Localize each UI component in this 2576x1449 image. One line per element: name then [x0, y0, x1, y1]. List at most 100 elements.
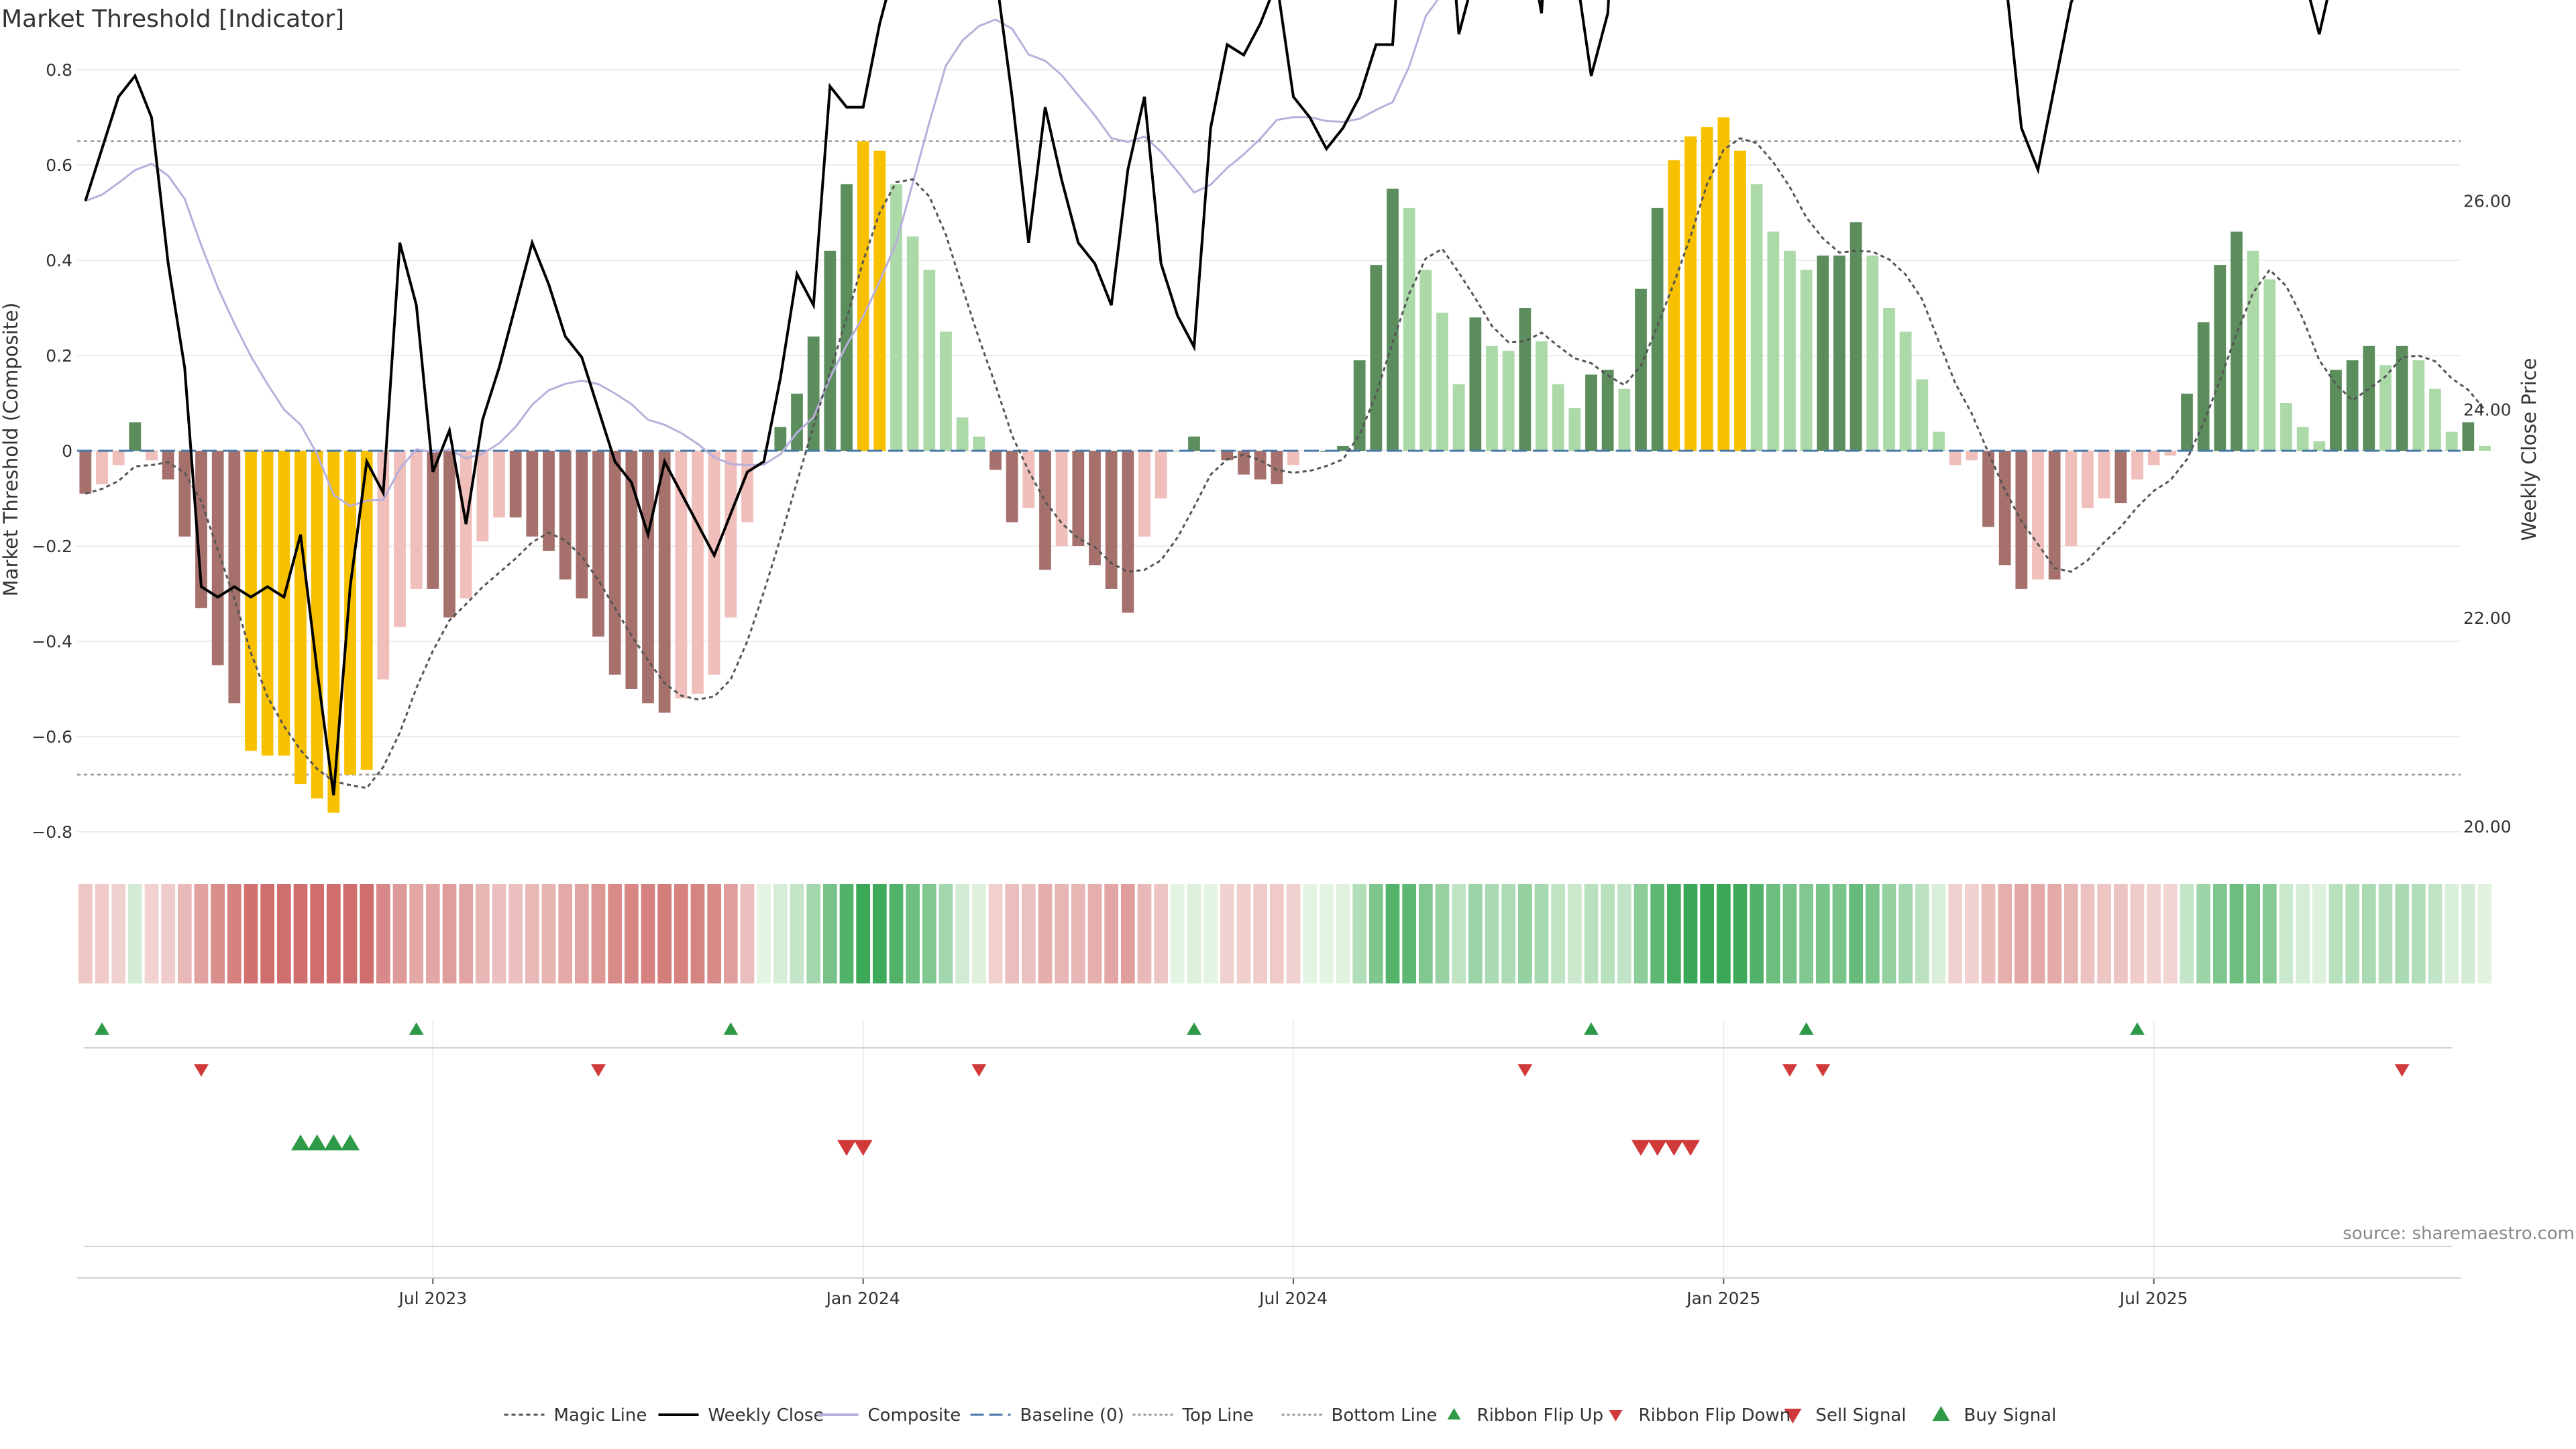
- left-tick-label: −0.6: [32, 727, 72, 747]
- composite-bar: [608, 451, 621, 675]
- sell-signal-marker: [1648, 1140, 1667, 1156]
- composite-bar: [1767, 231, 1780, 451]
- ribbon-cell: [740, 884, 755, 983]
- ribbon-cell: [2461, 884, 2475, 983]
- ribbon-cell: [872, 884, 887, 983]
- left-tick-label: 0.4: [46, 251, 72, 270]
- composite-bar: [1800, 270, 1813, 451]
- ribbon-cell: [641, 884, 655, 983]
- x-tick-label: Jan 2024: [825, 1289, 900, 1308]
- ribbon-cell: [1452, 884, 1466, 983]
- composite-bar: [1568, 408, 1581, 451]
- ribbon-cell: [1799, 884, 1814, 983]
- composite-bar: [1717, 117, 1730, 451]
- ribbon-cell: [459, 884, 474, 983]
- ribbon-cell: [310, 884, 325, 983]
- composite-line: [85, 0, 1439, 507]
- ribbon-flip-up-marker: [1799, 1022, 1814, 1035]
- ribbon-cell: [1782, 884, 1797, 983]
- composite-bar: [973, 436, 985, 451]
- ribbon-cell: [574, 884, 589, 983]
- right-tick-label: 22.00: [2463, 608, 2512, 628]
- ribbon-cell: [707, 884, 722, 983]
- sell-signal-marker: [1664, 1140, 1684, 1156]
- composite-bar: [2363, 345, 2375, 451]
- ribbon-cell: [2180, 884, 2194, 983]
- ribbon-cell: [1666, 884, 1681, 983]
- ribbon-cell: [1733, 884, 1748, 983]
- ribbon-cell: [2328, 884, 2343, 983]
- ribbon-cell: [525, 884, 539, 983]
- composite-bar: [1469, 317, 1482, 451]
- composite-bar: [112, 451, 125, 466]
- composite-bar: [1833, 255, 1845, 451]
- legend-swatch: [1784, 1408, 1802, 1424]
- composite-bar: [1750, 184, 1763, 451]
- ribbon-cell: [1303, 884, 1318, 983]
- composite-bar: [509, 451, 522, 518]
- ribbon-flip-down-marker: [194, 1064, 209, 1077]
- ribbon-cell: [1948, 884, 1963, 983]
- ribbon-cell: [244, 884, 258, 983]
- left-tick-label: −0.2: [32, 537, 72, 556]
- composite-bar: [2231, 231, 2243, 451]
- ribbon-cell: [1534, 884, 1549, 983]
- ribbon-flip-up-marker: [1584, 1022, 1599, 1035]
- ribbon-cell: [144, 884, 159, 983]
- composite-bar: [2197, 322, 2210, 451]
- composite-bar: [1866, 255, 1879, 451]
- legend-label: Magic Line: [554, 1405, 647, 1426]
- composite-bar: [675, 451, 688, 699]
- sell-signal-marker: [1681, 1140, 1700, 1156]
- composite-bar: [906, 236, 919, 451]
- ribbon-cell: [2047, 884, 2062, 983]
- ribbon-cell: [2212, 884, 2227, 983]
- composite-bar: [1122, 451, 1134, 613]
- composite-bar: [774, 427, 787, 451]
- composite-bar: [327, 451, 340, 813]
- ribbon-cell: [591, 884, 606, 983]
- sell-signal-marker: [853, 1140, 873, 1156]
- ribbon-flip-down-marker: [1517, 1064, 1533, 1077]
- composite-bar: [460, 451, 472, 599]
- composite-bar: [807, 336, 820, 451]
- ribbon-cell: [2147, 884, 2161, 983]
- composite-bar: [1635, 288, 1647, 451]
- composite-bar: [642, 451, 654, 704]
- ribbon-cell: [1203, 884, 1218, 983]
- ribbon-cell: [1485, 884, 1499, 983]
- ribbon-cell: [1882, 884, 1896, 983]
- ribbon-cell: [822, 884, 837, 983]
- composite-bar: [1436, 313, 1448, 451]
- x-tick-label: Jul 2025: [2118, 1289, 2188, 1308]
- composite-bar: [989, 451, 1002, 470]
- ribbon-cell: [1220, 884, 1234, 983]
- signal-markers: [95, 1022, 2410, 1424]
- composite-bar: [2147, 451, 2160, 466]
- buy-signal-marker: [307, 1134, 327, 1150]
- legend-label: Top Line: [1182, 1405, 1254, 1426]
- left-tick-label: −0.8: [32, 822, 72, 842]
- ribbon-cell: [624, 884, 639, 983]
- buy-signal-marker: [341, 1134, 360, 1150]
- ribbon-cell: [2262, 884, 2277, 983]
- right-axis-label: Weekly Close Price: [2518, 358, 2540, 541]
- composite-bar: [1949, 451, 1962, 466]
- ribbon-cell: [492, 884, 506, 983]
- composite-bar: [2445, 431, 2458, 451]
- ribbon-strip: [78, 884, 2492, 983]
- ribbon-cell: [1402, 884, 1417, 983]
- composite-bar: [1452, 384, 1465, 451]
- ribbon-cell: [2080, 884, 2095, 983]
- ribbon-cell: [1368, 884, 1383, 983]
- composite-bar: [245, 451, 257, 751]
- ribbon-cell: [889, 884, 904, 983]
- ribbon-cell: [723, 884, 738, 983]
- ribbon-cell: [1766, 884, 1780, 983]
- ribbon-cell: [1071, 884, 1085, 983]
- ribbon-cell: [2031, 884, 2045, 983]
- ribbon-cell: [1236, 884, 1251, 983]
- composite-bar: [1072, 451, 1085, 546]
- ribbon-cell: [1716, 884, 1731, 983]
